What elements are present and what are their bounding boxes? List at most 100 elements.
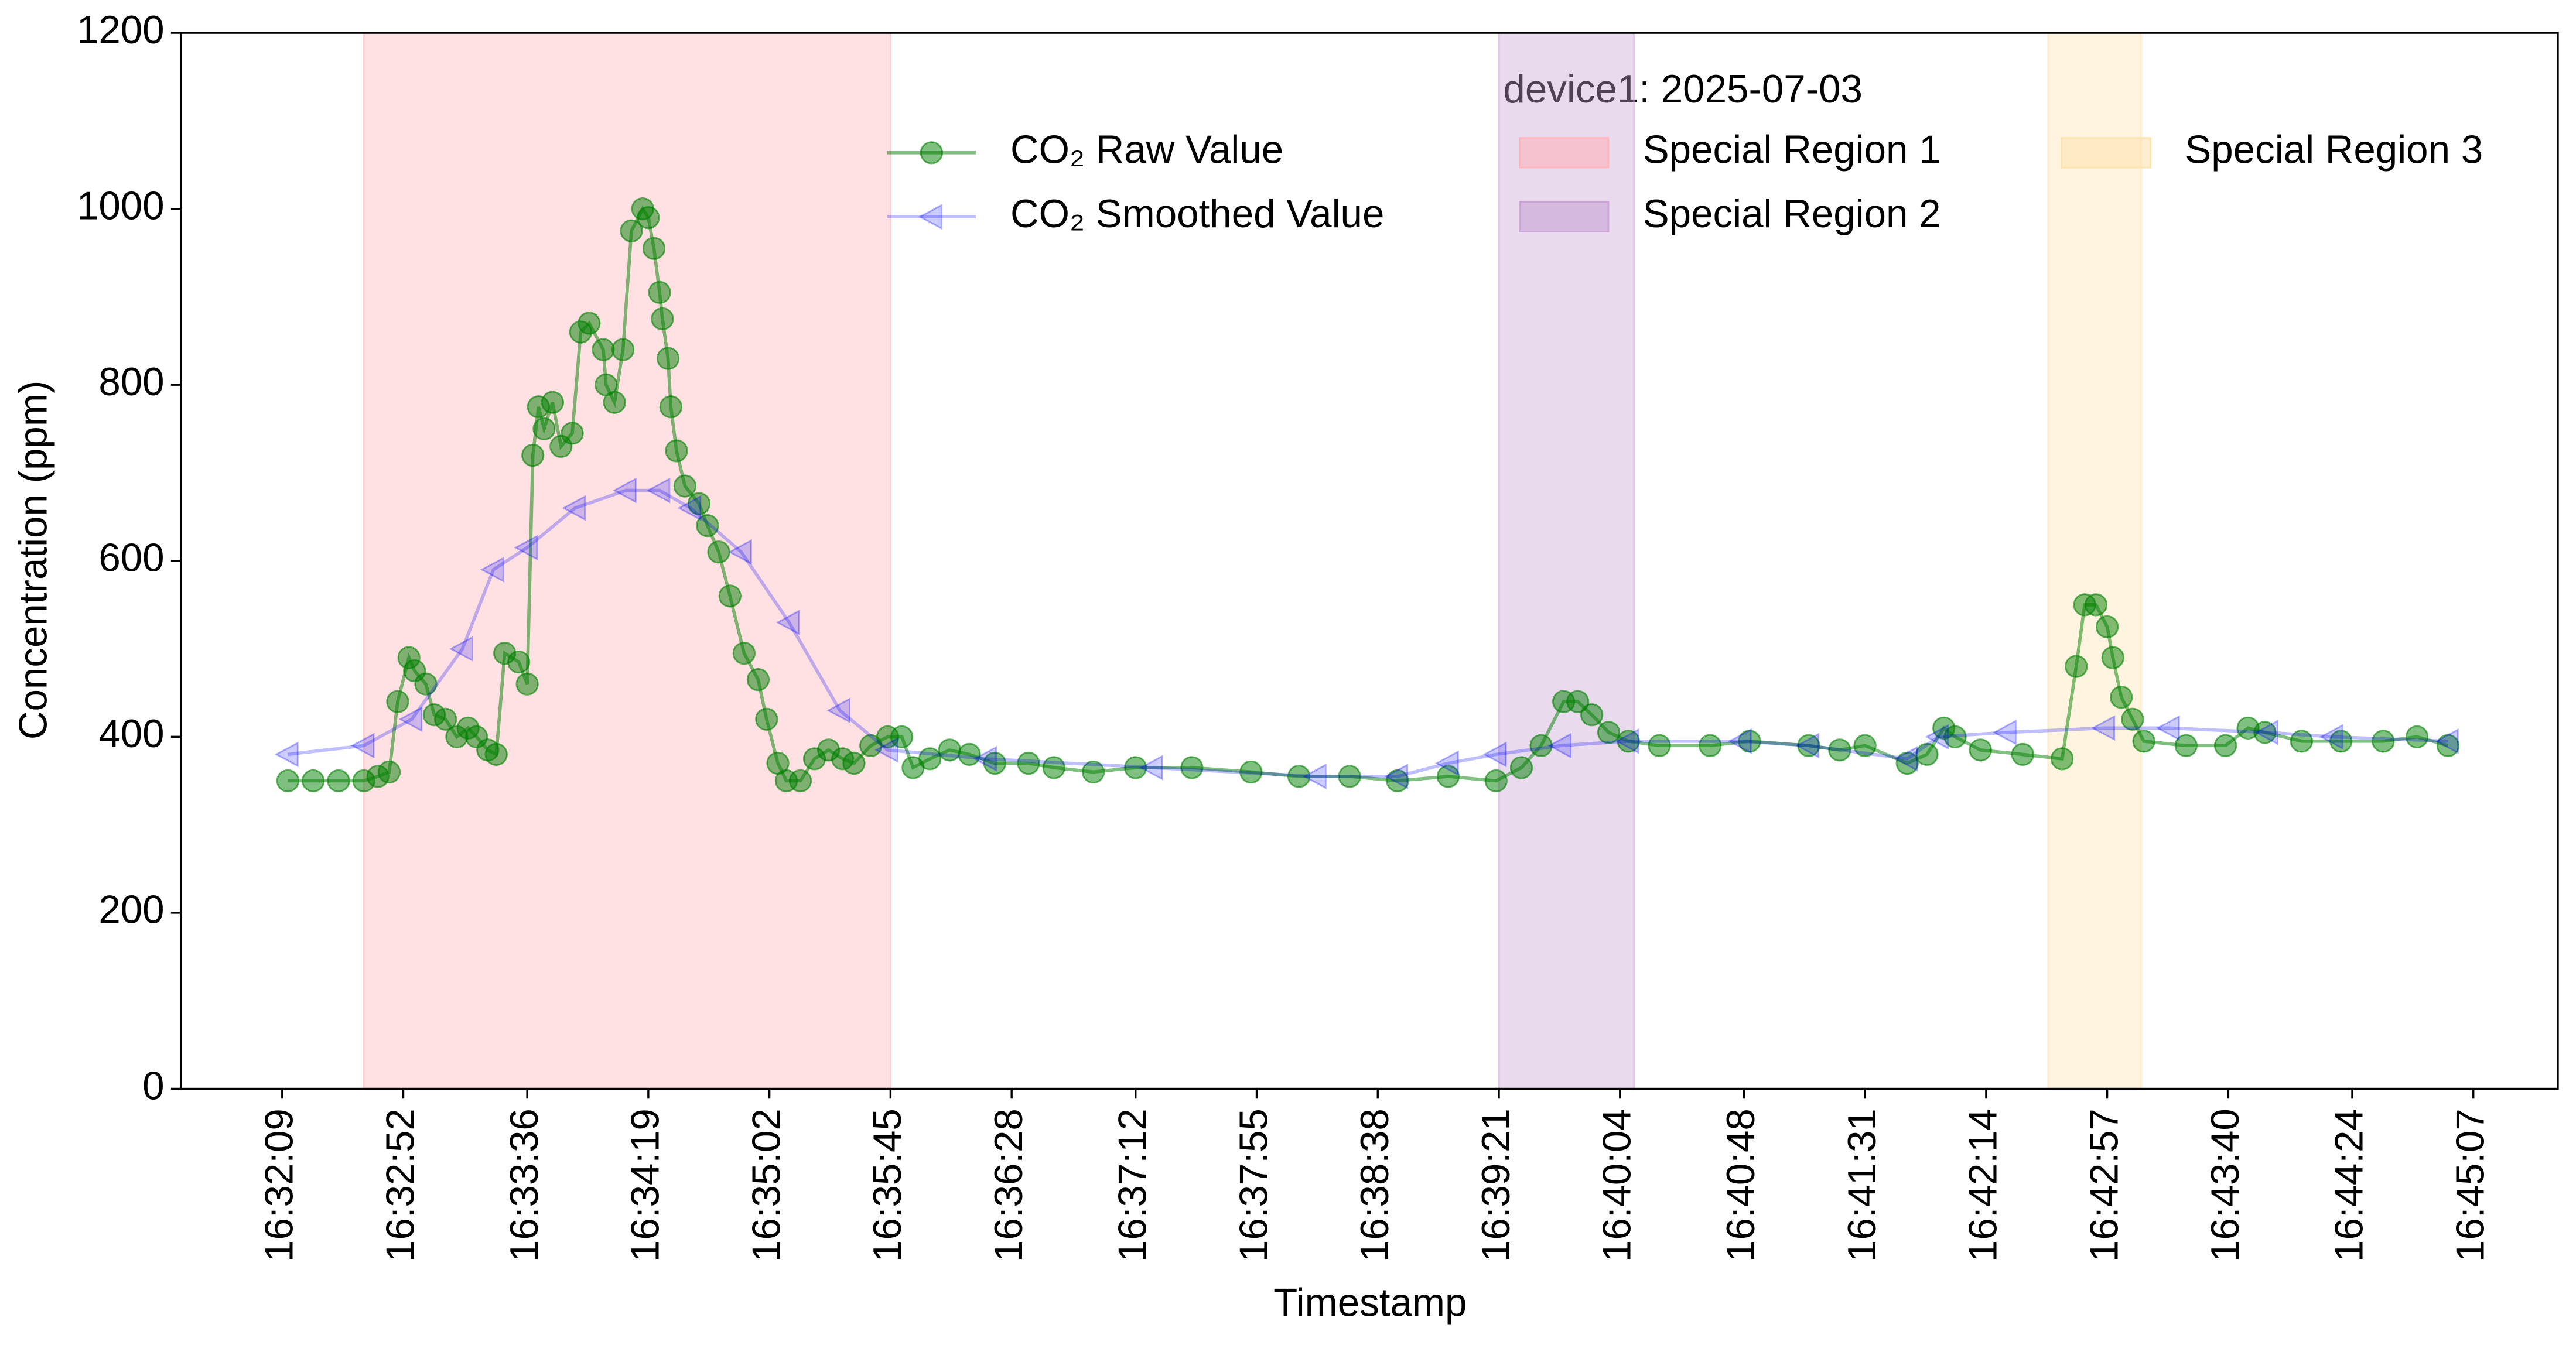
data-point	[1915, 742, 1939, 766]
data-point	[612, 477, 637, 504]
y-tick-label: 1200	[77, 8, 165, 52]
special-region	[363, 32, 891, 1090]
data-point	[637, 206, 660, 230]
x-tick-label: 16:42:57	[2082, 1108, 2126, 1262]
data-point	[1617, 730, 1640, 753]
data-point	[2174, 734, 2198, 758]
x-tick-label: 16:36:28	[987, 1108, 1031, 1262]
x-tick-label: 16:42:14	[1962, 1108, 2006, 1262]
data-point	[983, 751, 1006, 775]
data-point	[1434, 750, 1459, 776]
special-region	[2047, 32, 2142, 1090]
series	[274, 477, 2459, 789]
data-point	[2096, 615, 2119, 639]
data-point	[656, 347, 680, 370]
data-point	[2132, 730, 2155, 753]
x-tick-label: 16:44:24	[2328, 1108, 2372, 1262]
data-point	[2011, 742, 2035, 766]
data-point	[414, 672, 438, 696]
y-tick-label: 200	[98, 888, 164, 932]
special-region	[1498, 32, 1635, 1090]
data-point	[562, 495, 586, 521]
data-point	[2110, 686, 2133, 709]
data-point	[592, 338, 615, 361]
data-point	[2329, 730, 2353, 753]
legend-label: Special Region 1	[1643, 128, 1941, 172]
data-point	[973, 745, 997, 772]
data-point	[2155, 715, 2180, 741]
data-point	[696, 514, 719, 538]
data-point	[648, 280, 671, 304]
data-point	[1797, 734, 1820, 758]
data-point	[1124, 756, 1147, 779]
data-point	[1828, 738, 1851, 762]
data-point	[2436, 734, 2460, 758]
data-point	[1302, 763, 1327, 789]
legend-swatch	[2061, 137, 2151, 169]
data-point	[611, 338, 635, 361]
data-point	[1386, 769, 1409, 793]
data-point	[665, 439, 688, 463]
data-point	[673, 474, 697, 498]
x-tick-label: 16:39:21	[1474, 1108, 1518, 1262]
data-point	[677, 495, 702, 521]
data-point	[1795, 733, 1820, 759]
data-point	[1895, 751, 1919, 775]
data-point	[2372, 730, 2395, 753]
data-point	[2254, 719, 2278, 745]
data-point	[1042, 756, 1065, 779]
y-tick-label: 400	[98, 712, 164, 756]
data-point	[874, 737, 898, 763]
data-point	[2290, 730, 2314, 753]
data-point	[1738, 730, 1761, 753]
data-point	[350, 733, 375, 759]
legend-marker	[918, 204, 942, 230]
data-point	[1180, 756, 1204, 779]
legend-label: Special Region 2	[1643, 192, 1941, 236]
data-point	[2434, 728, 2459, 754]
data-point	[2121, 707, 2144, 731]
data-point	[755, 707, 778, 731]
data-point	[788, 769, 812, 793]
data-point	[2065, 655, 2088, 678]
data-point	[651, 307, 674, 331]
data-point	[484, 742, 508, 766]
x-tick-label: 16:35:02	[744, 1108, 788, 1262]
legend-label: CO₂ Raw Value	[1010, 128, 1283, 172]
x-tick-label: 16:33:36	[503, 1108, 546, 1262]
data-point	[2091, 715, 2116, 741]
data-point	[1969, 738, 1992, 762]
data-point	[514, 535, 538, 561]
data-point	[958, 742, 981, 766]
data-point	[727, 539, 752, 565]
x-tick-label: 16:37:12	[1111, 1108, 1155, 1262]
data-point	[642, 237, 666, 260]
x-tick-label: 16:32:52	[378, 1108, 422, 1262]
data-point	[1992, 719, 2017, 745]
data-point	[1699, 734, 1722, 758]
data-point	[1081, 760, 1105, 784]
data-point	[1287, 765, 1311, 788]
data-point	[386, 690, 409, 713]
data-point	[746, 668, 770, 692]
data-point	[274, 741, 299, 768]
data-point	[2101, 646, 2124, 669]
data-point	[718, 584, 742, 608]
data-point	[1384, 763, 1409, 789]
series-line	[288, 206, 2449, 783]
y-axis-label: Concentration (ppm)	[12, 381, 56, 740]
data-point	[918, 747, 942, 771]
data-point	[707, 540, 730, 564]
data-point	[1615, 728, 1639, 754]
data-point	[521, 443, 545, 467]
y-tick-label: 600	[98, 536, 164, 580]
data-point	[1338, 765, 1361, 788]
data-point	[1482, 741, 1507, 768]
data-point	[659, 395, 682, 419]
x-tick-label: 16:37:55	[1232, 1108, 1276, 1262]
x-axis-label: Timestamp	[1273, 1281, 1467, 1325]
legend-title: device1: 2025-07-03	[1503, 67, 1863, 111]
